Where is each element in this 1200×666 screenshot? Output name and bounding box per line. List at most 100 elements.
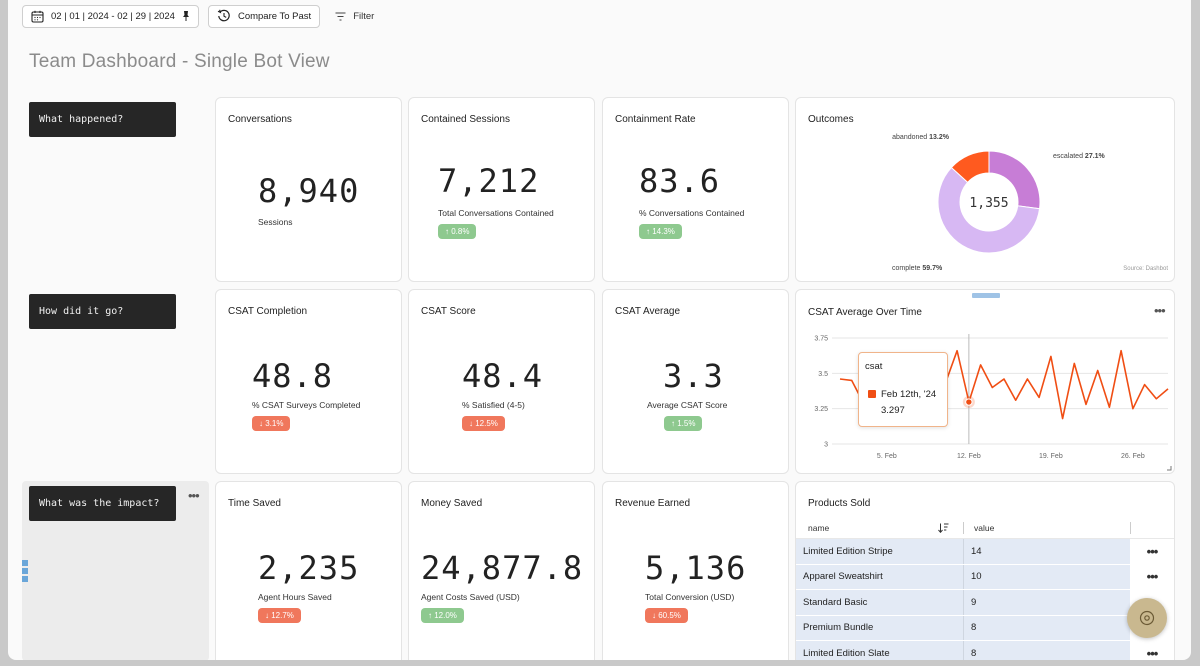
change-badge: ↓ 12.5% <box>462 416 505 431</box>
resize-handle-icon[interactable] <box>22 560 30 584</box>
row-menu-button[interactable]: ••• <box>1146 543 1159 559</box>
y-tick-label: 3.5 <box>818 371 828 378</box>
card-title: CSAT Average Over Time <box>808 307 922 318</box>
cell-value: 9 <box>963 590 1130 615</box>
resize-corner-icon[interactable] <box>1166 465 1172 471</box>
card-title: Conversations <box>228 114 292 125</box>
card-conversations[interactable]: Conversations 8,940 Sessions <box>215 97 402 282</box>
metric-label: Agent Costs Saved (USD) <box>421 592 520 602</box>
label-complete: complete 59.7% <box>892 265 943 272</box>
cell-name: Limited Edition Stripe <box>796 539 963 564</box>
impact-menu-button[interactable]: ••• <box>188 488 200 503</box>
card-csat-over-time[interactable]: CSAT Average Over Time ••• 3.75 3.5 3.25 3 … <box>795 289 1175 474</box>
card-revenue-earned[interactable]: Revenue Earned 5,136 Total Conversion (U… <box>602 481 789 660</box>
card-csat-score[interactable]: CSAT Score 48.4 % Satisfied (4-5) ↓ 12.5… <box>408 289 595 474</box>
metric-label: Total Conversations Contained <box>438 208 554 218</box>
tooltip-series: csat <box>865 361 883 372</box>
assistant-fab-button[interactable] <box>1127 598 1167 638</box>
table-row[interactable]: Limited Edition Slate 8 ••• <box>796 641 1174 660</box>
cell-name: Premium Bundle <box>796 615 963 640</box>
donut-slice-complete[interactable] <box>937 166 1041 254</box>
tooltip-value: 3.297 <box>881 405 905 416</box>
column-header-value[interactable]: value <box>963 521 1130 534</box>
card-money-saved[interactable]: Money Saved 24,877.8 Agent Costs Saved (… <box>408 481 595 660</box>
tooltip-date: Feb 12th, '24 <box>881 389 937 400</box>
row-menu-button[interactable]: ••• <box>1146 569 1159 585</box>
row-label-how-did-it-go: How did it go? <box>29 294 176 329</box>
chart-tooltip: csat Feb 12th, '24 3.297 <box>858 352 948 427</box>
card-title: Products Sold <box>808 498 871 509</box>
card-time-saved[interactable]: Time Saved 2,235 Agent Hours Saved ↓ 12.… <box>215 481 402 660</box>
metric-value: 3.3 <box>663 357 724 395</box>
cell-value: 14 <box>963 539 1130 564</box>
change-badge: ↓ 12.7% <box>258 608 301 623</box>
compare-to-past-button[interactable]: Compare To Past <box>207 4 321 28</box>
data-point[interactable] <box>965 398 973 406</box>
x-tick-label: 12. Feb <box>957 453 981 460</box>
filter-label: Filter <box>353 10 375 22</box>
calendar-icon <box>31 10 44 23</box>
sort-icon[interactable] <box>938 523 949 533</box>
table-row[interactable]: Limited Edition Stripe 14 ••• <box>796 539 1174 565</box>
cell-name: Standard Basic <box>796 590 963 615</box>
card-title: Contained Sessions <box>421 114 510 125</box>
metric-label: % CSAT Surveys Completed <box>252 400 361 410</box>
metric-value: 8,940 <box>258 172 360 210</box>
row-label-impact: What was the impact? <box>29 486 176 521</box>
column-header-actions <box>1130 521 1174 534</box>
dashboard-frame: 02 | 01 | 2024 - 02 | 29 | 2024 Compare … <box>8 0 1191 660</box>
slice-name: complete <box>892 265 921 272</box>
slice-name: abandoned <box>892 134 927 141</box>
card-products-sold[interactable]: Products Sold name value <box>795 481 1175 660</box>
metric-label: Sessions <box>258 217 293 227</box>
page-title: Team Dashboard - Single Bot View <box>29 51 330 72</box>
source-label: Source: Dashbot <box>1123 266 1168 272</box>
drag-handle[interactable] <box>972 293 1000 298</box>
label-abandoned: abandoned 13.2% <box>892 134 950 141</box>
products-table: name value Limited Edition Stripe 14 ••• Ap… <box>796 517 1174 660</box>
change-badge: ↑ 1.5% <box>664 416 703 431</box>
cell-value: 10 <box>963 564 1130 589</box>
metric-label: Total Conversion (USD) <box>645 592 735 602</box>
column-label: name <box>808 522 830 533</box>
card-title: CSAT Average <box>615 306 681 317</box>
card-csat-average[interactable]: CSAT Average 3.3 Average CSAT Score ↑ 1.… <box>602 289 789 474</box>
filter-button[interactable]: Filter <box>329 5 380 28</box>
outcomes-donut-chart: 1,355 abandoned 13.2% escalated 27.1% co… <box>892 134 1168 272</box>
row-menu-button[interactable]: ••• <box>1146 645 1159 660</box>
x-tick-label: 19. Feb <box>1039 453 1063 460</box>
date-range-label: 02 | 01 | 2024 - 02 | 29 | 2024 <box>51 10 175 22</box>
y-tick-label: 3.25 <box>814 406 828 413</box>
slice-pct: 27.1% <box>1085 153 1106 160</box>
metric-value: 48.4 <box>462 357 544 395</box>
date-range-button[interactable]: 02 | 01 | 2024 - 02 | 29 | 2024 <box>22 4 199 28</box>
cell-value: 8 <box>963 641 1130 660</box>
card-title: CSAT Completion <box>228 306 308 317</box>
metric-value: 2,235 <box>258 549 360 587</box>
csat-line-chart: 3.75 3.5 3.25 3 5. Feb 12. Feb 19. Feb 26. Feb <box>814 334 1169 460</box>
table-body: Limited Edition Stripe 14 ••• Apparel Sweat… <box>796 539 1174 660</box>
card-csat-completion[interactable]: CSAT Completion 48.8 % CSAT Surveys Comp… <box>215 289 402 474</box>
change-badge: ↓ 60.5% <box>645 608 688 623</box>
metric-label: % Conversations Contained <box>639 208 745 218</box>
metric-value: 24,877.8 <box>421 549 584 587</box>
card-containment-rate[interactable]: Containment Rate 83.6 % Conversations Co… <box>602 97 789 282</box>
compare-label: Compare To Past <box>237 10 312 22</box>
cell-name: Apparel Sweatshirt <box>796 564 963 589</box>
cell-name: Limited Edition Slate <box>796 641 963 660</box>
slice-pct: 59.7% <box>922 265 943 272</box>
table-row[interactable]: Apparel Sweatshirt 10 ••• <box>796 564 1174 590</box>
card-title: Money Saved <box>421 498 483 509</box>
column-header-name[interactable]: name <box>796 523 963 533</box>
filter-icon <box>335 12 346 20</box>
card-contained-sessions[interactable]: Contained Sessions 7,212 Total Conversat… <box>408 97 595 282</box>
pin-icon <box>182 11 189 21</box>
chart-menu-button[interactable]: ••• <box>1154 303 1166 318</box>
row-label-what-happened: What happened? <box>29 102 176 137</box>
metric-label: Agent Hours Saved <box>258 592 332 602</box>
card-title: CSAT Score <box>421 306 476 317</box>
target-icon <box>1139 610 1155 626</box>
card-outcomes[interactable]: Outcomes 1,355 abandoned 13.2% escalated… <box>795 97 1175 282</box>
